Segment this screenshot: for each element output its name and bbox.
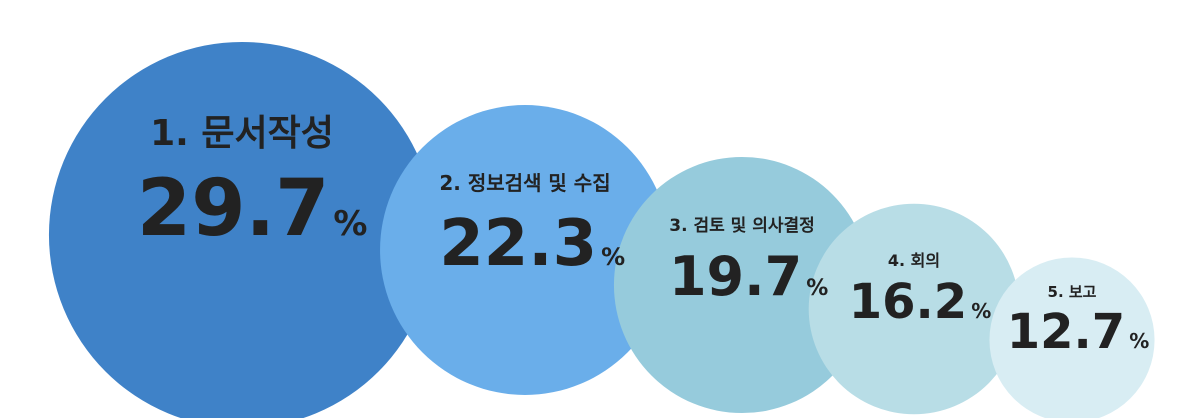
bubble [613, 156, 871, 414]
category-label: 4. 회의 [888, 251, 940, 270]
bubble [808, 203, 1020, 415]
category-label: 3. 검토 및 의사결정 [669, 216, 815, 236]
value-label: 29.7% [137, 164, 368, 254]
value-unit: % [1129, 329, 1149, 353]
value-unit: % [971, 299, 991, 323]
value-label: 12.7% [1007, 304, 1149, 360]
category-label: 5. 보고 [1048, 283, 1097, 301]
value-label: 16.2% [849, 274, 991, 330]
bubble [989, 257, 1155, 418]
value-number: 12.7 [1007, 304, 1125, 360]
value-number: 19.7 [669, 245, 802, 308]
value-unit: % [806, 276, 828, 301]
value-unit: % [333, 204, 367, 244]
category-label: 2. 정보검색 및 수집 [439, 171, 610, 195]
value-unit: % [601, 243, 625, 271]
bubble [49, 42, 435, 418]
value-number: 16.2 [849, 274, 967, 330]
value-label: 22.3% [439, 207, 625, 281]
value-number: 22.3 [439, 207, 597, 281]
category-label: 1. 문서작성 [150, 113, 334, 154]
value-number: 29.7 [137, 164, 329, 254]
bubble [380, 105, 670, 395]
value-label: 19.7% [669, 245, 828, 308]
